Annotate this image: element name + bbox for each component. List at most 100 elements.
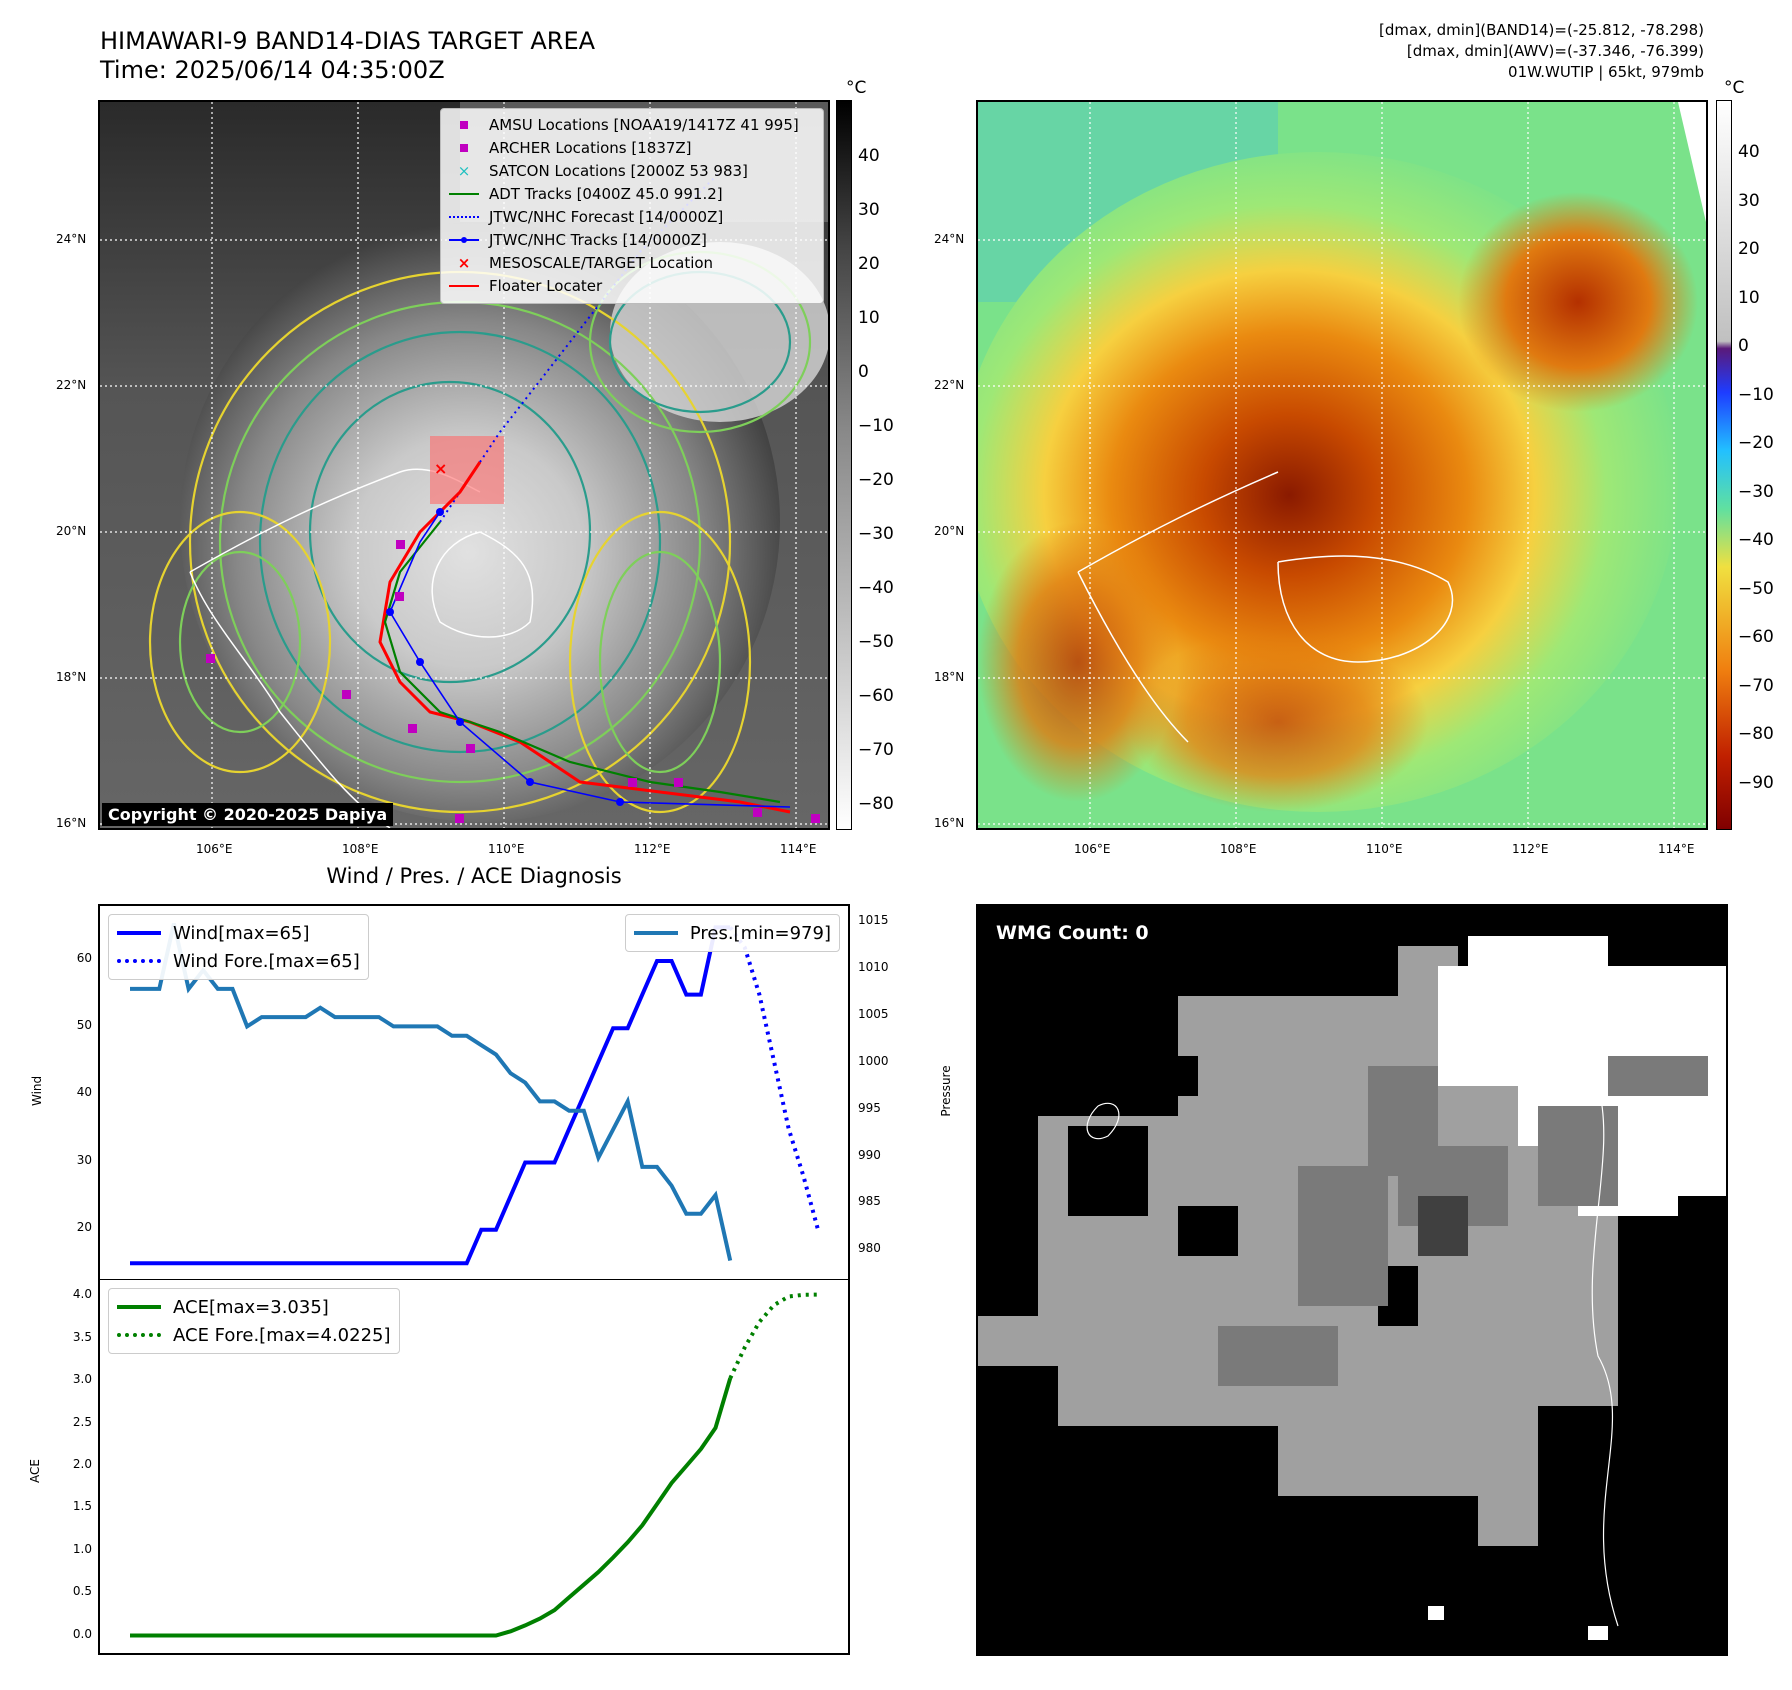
dotted-line-icon bbox=[117, 959, 161, 963]
color-colorbar bbox=[1716, 100, 1732, 830]
lon-tick: 112°E bbox=[634, 842, 671, 856]
svg-text:×: × bbox=[434, 459, 447, 478]
wind-forecast-line bbox=[728, 926, 820, 1231]
axis-tick-label: 1010 bbox=[858, 960, 889, 975]
pressure-axis-label: Pressure bbox=[939, 1065, 953, 1117]
colorbar-tick: 0 bbox=[858, 362, 869, 382]
legend-item-jtwc-tracks: JTWC/NHC Tracks [14/0000Z] bbox=[449, 228, 815, 251]
solid-line-icon bbox=[117, 931, 161, 935]
lat-tick: 22°N bbox=[56, 378, 87, 392]
ir-map-panel: × AMSU Locations [NOAA19/1417Z 41 995] A… bbox=[98, 100, 830, 830]
lon-tick: 110°E bbox=[1366, 842, 1403, 856]
axis-tick-label: 30 bbox=[76, 1152, 92, 1167]
chart-title: HIMAWARI-9 BAND14-DIAS TARGET AREA bbox=[100, 27, 596, 55]
colorbar-tick: −70 bbox=[1738, 675, 1774, 696]
wind-axis-label: Wind bbox=[30, 1075, 44, 1106]
axis-tick-label: 990 bbox=[858, 1147, 881, 1162]
color-map-image bbox=[978, 102, 1706, 828]
copyright-label: Copyright © 2020-2025 Dapiya bbox=[102, 803, 394, 826]
colorbar-tick: −40 bbox=[858, 578, 894, 598]
lat-tick: 20°N bbox=[934, 524, 965, 538]
colorbar-tick: −40 bbox=[1738, 530, 1774, 550]
target-box bbox=[430, 436, 504, 504]
lon-tick: 112°E bbox=[1512, 842, 1549, 856]
colorbar-tick: −30 bbox=[858, 524, 894, 544]
colorbar-tick: −10 bbox=[858, 416, 894, 436]
axis-tick-label: 2.5 bbox=[72, 1414, 92, 1429]
legend-item-satcon: × SATCON Locations [2000Z 53 983] bbox=[449, 159, 815, 182]
colorbar-tick: 10 bbox=[1738, 287, 1760, 308]
colorbar-tick: −30 bbox=[1738, 481, 1774, 502]
x-marker-icon: × bbox=[457, 253, 471, 272]
colorbar-tick: −60 bbox=[858, 686, 894, 706]
colorbar-tick: 20 bbox=[858, 254, 880, 274]
square-marker-icon bbox=[449, 141, 479, 155]
axis-tick-label: 2.0 bbox=[72, 1457, 92, 1471]
axis-tick-label: 20 bbox=[76, 1219, 92, 1234]
lat-tick: 20°N bbox=[56, 524, 87, 538]
wmg-panel: WMG Count: 0 bbox=[976, 904, 1728, 1656]
lat-tick: 16°N bbox=[934, 816, 965, 830]
lon-tick: 114°E bbox=[780, 842, 817, 856]
lat-tick: 24°N bbox=[56, 232, 87, 246]
axis-tick-label: 60 bbox=[76, 951, 92, 966]
lon-tick: 114°E bbox=[1658, 842, 1695, 856]
colorbar-tick: 10 bbox=[858, 308, 880, 328]
axis-tick-label: 1015 bbox=[858, 913, 889, 928]
dotted-line-icon bbox=[449, 210, 479, 224]
axis-tick-label: 0.5 bbox=[72, 1584, 92, 1599]
solid-line-icon bbox=[449, 279, 479, 293]
lat-tick: 24°N bbox=[934, 232, 965, 246]
dmax-note-band14: [dmax, dmin](BAND14)=(-25.812, -78.298) bbox=[1379, 21, 1704, 39]
axis-tick-label: 0.0 bbox=[72, 1626, 92, 1641]
dotted-line-icon bbox=[117, 1333, 161, 1337]
colorbar-tick: −80 bbox=[858, 794, 894, 814]
legend-item-target: × MESOSCALE/TARGET Location bbox=[449, 251, 815, 274]
axis-tick-label: 995 bbox=[858, 1100, 881, 1115]
ace-forecast-line bbox=[728, 1292, 819, 1380]
axis-tick-label: 1005 bbox=[858, 1007, 889, 1022]
colorbar-tick: −90 bbox=[1738, 772, 1774, 793]
axis-tick-label: 4.0 bbox=[72, 1287, 92, 1302]
colorbar-tick: −10 bbox=[1738, 384, 1774, 405]
lat-tick: 18°N bbox=[56, 670, 87, 684]
colorbar-unit: °C bbox=[1724, 78, 1745, 98]
colorbar-tick: 40 bbox=[1738, 142, 1760, 162]
colorbar-tick: 30 bbox=[1738, 190, 1760, 211]
color-map-panel bbox=[976, 100, 1708, 830]
axis-tick-label: 3.5 bbox=[72, 1329, 92, 1344]
legend-item-adt: ADT Tracks [0400Z 45.0 991.2] bbox=[449, 182, 815, 205]
colorbar-tick: −80 bbox=[1738, 724, 1774, 744]
colorbar-tick: −20 bbox=[858, 470, 894, 490]
chart-time: Time: 2025/06/14 04:35:00Z bbox=[100, 56, 445, 84]
square-marker-icon bbox=[449, 118, 479, 132]
colorbar-tick: 20 bbox=[1738, 239, 1760, 259]
lat-tick: 16°N bbox=[56, 816, 87, 830]
solid-line-icon bbox=[117, 1305, 161, 1309]
wind-legend: Wind[max=65] Wind Fore.[max=65] bbox=[108, 914, 369, 980]
lon-tick: 106°E bbox=[196, 842, 233, 856]
ace-plot bbox=[130, 1292, 819, 1638]
axis-tick-label: 40 bbox=[76, 1085, 92, 1100]
x-marker-icon: × bbox=[457, 161, 471, 180]
colorbar-tick: 30 bbox=[858, 200, 880, 220]
wind-pres-panel: Wind[max=65] Wind Fore.[max=65] Pres.[mi… bbox=[98, 904, 850, 1280]
lon-tick: 108°E bbox=[342, 842, 379, 856]
lon-tick: 106°E bbox=[1074, 842, 1111, 856]
ace-legend: ACE[max=3.035] ACE Fore.[max=4.0225] bbox=[108, 1288, 400, 1354]
axis-tick-label: 1.5 bbox=[72, 1499, 92, 1514]
colorbar-tick: 40 bbox=[858, 146, 880, 166]
pressure-series-line bbox=[130, 922, 733, 1262]
axis-tick-label: 1.0 bbox=[72, 1541, 92, 1556]
axis-tick-label: 3.0 bbox=[72, 1372, 92, 1387]
dmax-note-awv: [dmax, dmin](AWV)=(-37.346, -76.399) bbox=[1406, 42, 1704, 60]
ir-colorbar bbox=[836, 100, 852, 830]
lon-tick: 108°E bbox=[1220, 842, 1257, 856]
lon-tick: 110°E bbox=[488, 842, 525, 856]
colorbar-tick: −60 bbox=[1738, 627, 1774, 647]
solid-line-icon bbox=[449, 187, 479, 201]
wmg-count-label: WMG Count: 0 bbox=[996, 922, 1149, 944]
wind-series-line bbox=[130, 925, 731, 1266]
lat-tick: 22°N bbox=[934, 378, 965, 392]
solid-line-icon bbox=[633, 931, 678, 935]
